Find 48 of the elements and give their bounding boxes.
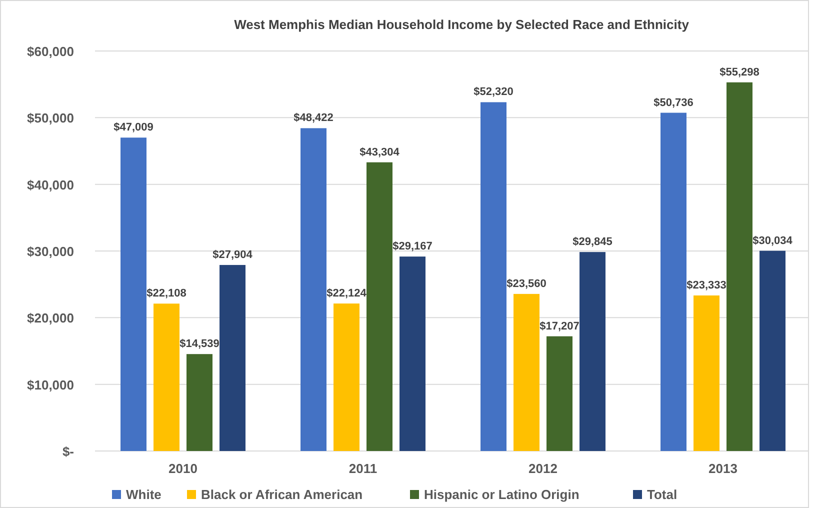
- data-label: $29,845: [572, 236, 612, 248]
- x-tick-label: 2010: [168, 461, 198, 476]
- bar: [580, 252, 606, 451]
- bar: [400, 256, 426, 451]
- bar: [300, 128, 326, 451]
- y-tick-label: $-: [62, 444, 74, 459]
- bar: [726, 82, 752, 451]
- legend-label: Total: [647, 487, 678, 502]
- bar: [514, 294, 540, 451]
- bar: [154, 304, 180, 451]
- data-label: $43,304: [360, 146, 400, 158]
- bar: [660, 112, 686, 451]
- bar: [220, 264, 246, 451]
- data-label: $47,009: [114, 122, 154, 134]
- data-label: $48,422: [294, 112, 334, 124]
- x-tick-label: 2013: [708, 461, 738, 476]
- y-tick-label: $40,000: [27, 177, 74, 192]
- data-label: $17,207: [540, 320, 580, 332]
- data-label: $55,298: [720, 66, 760, 78]
- y-tick-label: $20,000: [27, 310, 74, 326]
- bar: [334, 304, 360, 451]
- legend-label: Black or African American: [201, 487, 363, 502]
- chart-title: West Memphis Median Household Income by Selected Race and Ethnicity: [234, 17, 690, 32]
- x-tick-label: 2012: [528, 461, 558, 476]
- bar: [480, 102, 506, 451]
- bar: [120, 138, 146, 451]
- y-tick-label: $10,000: [27, 377, 74, 392]
- data-label: $14,539: [180, 338, 220, 350]
- data-label: $23,560: [506, 278, 546, 290]
- data-label: $27,904: [212, 248, 254, 261]
- y-tick-label: $60,000: [27, 44, 74, 59]
- data-label: $29,167: [392, 240, 432, 253]
- data-label: $23,333: [686, 279, 726, 292]
- bar: [186, 354, 212, 451]
- data-label: $22,108: [146, 288, 186, 300]
- legend-label: White: [126, 487, 162, 502]
- data-label: $30,034: [752, 234, 794, 247]
- bar: [366, 162, 392, 451]
- y-tick-label: $30,000: [27, 244, 74, 259]
- data-label: $22,124: [326, 288, 368, 300]
- y-tick-label: $50,000: [27, 110, 74, 126]
- bar: [546, 336, 572, 451]
- x-tick-label: 2011: [348, 461, 378, 476]
- data-label: $52,320: [474, 86, 514, 98]
- legend-label: Hispanic or Latino Origin: [424, 487, 580, 502]
- data-label: $50,736: [654, 96, 694, 109]
- bar: [760, 250, 786, 451]
- bar: [694, 295, 720, 451]
